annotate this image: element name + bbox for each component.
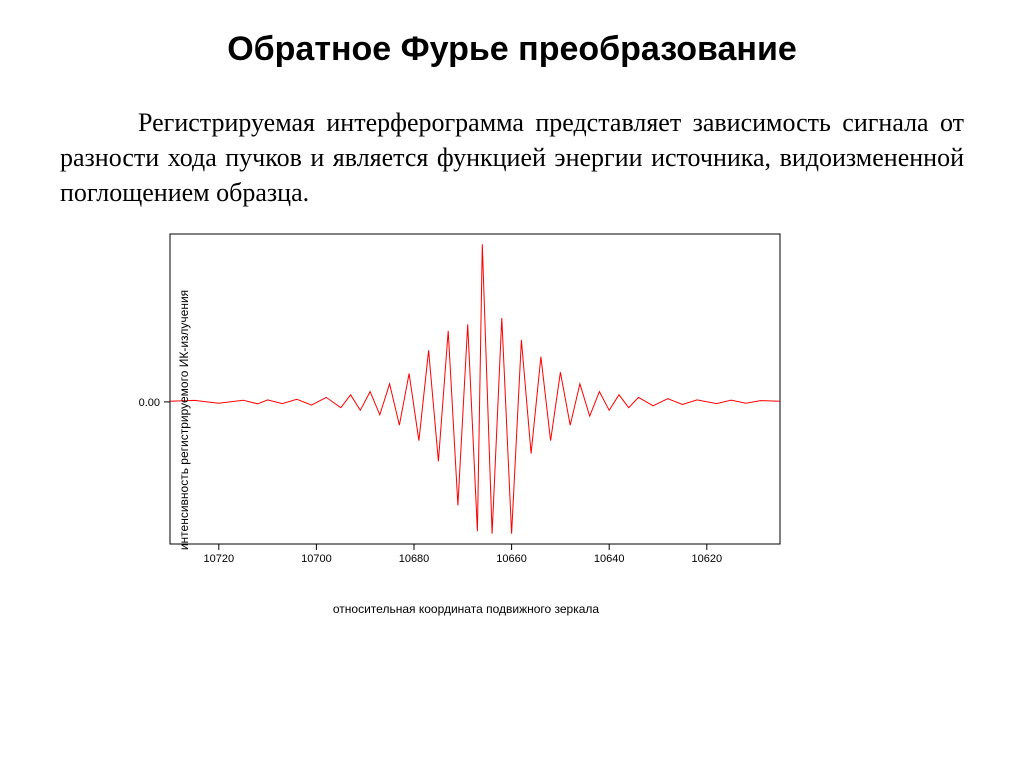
x-tick-label: 10680: [399, 553, 430, 565]
x-tick-label: 10640: [594, 553, 625, 565]
slide-title: Обратное Фурье преобразование: [60, 30, 964, 69]
x-tick-label: 10660: [496, 553, 527, 565]
y-tick-label: 0.00: [139, 397, 160, 409]
x-tick-label: 10620: [692, 553, 723, 565]
x-tick-label: 10700: [301, 553, 332, 565]
chart-y-axis-label: интенсивность регистрируемого ИК-излучен…: [177, 290, 191, 550]
chart-x-axis-label: относительная координата подвижного зерк…: [333, 602, 599, 616]
interferogram-chart: интенсивность регистрируемого ИК-излучен…: [70, 230, 790, 610]
plot-border: [170, 234, 780, 544]
slide-body: Регистрируемая интерферограмма представл…: [60, 105, 964, 210]
x-tick-label: 10720: [204, 553, 235, 565]
slide: Обратное Фурье преобразование Регистриру…: [0, 0, 1024, 767]
